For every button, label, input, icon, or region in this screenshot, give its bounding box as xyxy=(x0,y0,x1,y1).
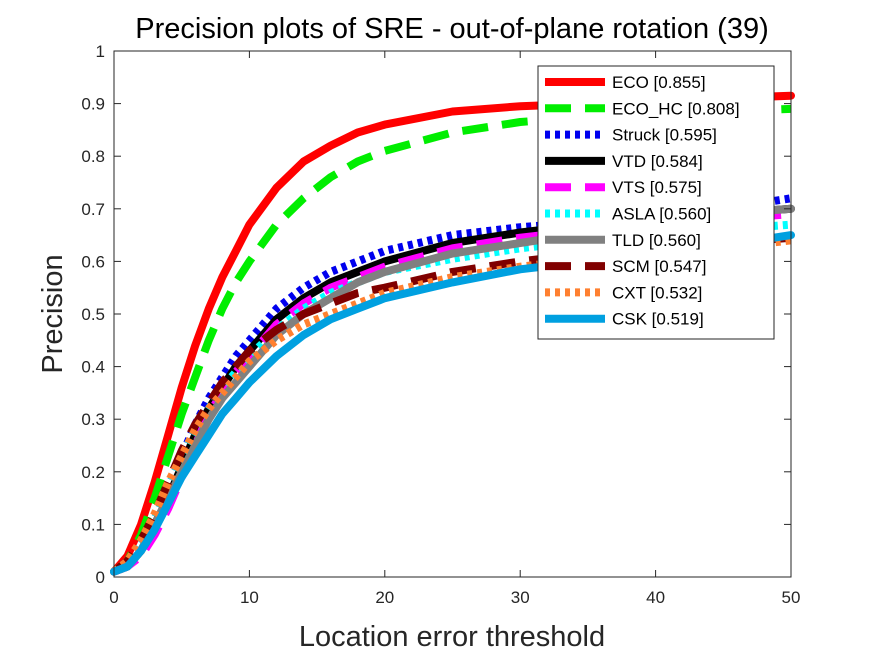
x-tick-label: 30 xyxy=(511,588,530,607)
y-tick-label: 0.8 xyxy=(81,147,105,166)
legend: ECO [0.855] ECO_HC [0.808] Struck [0.595] V… xyxy=(537,65,775,340)
legend-entry: CXT [0.532] xyxy=(612,283,702,302)
x-tick-label: 50 xyxy=(782,588,801,607)
legend-entry: VTS [0.575] xyxy=(612,178,702,197)
legend-entry: CSK [0.519] xyxy=(612,310,704,329)
y-tick-label: 1 xyxy=(96,42,105,61)
legend-entry: VTD [0.584] xyxy=(612,152,703,171)
axes xyxy=(113,50,792,578)
y-tick-label: 0.1 xyxy=(81,515,105,534)
y-tick-label: 0.7 xyxy=(81,200,105,219)
chart-title: Precision plots of SRE - out-of-plane ro… xyxy=(135,13,768,45)
y-tick-label: 0.3 xyxy=(81,410,105,429)
tick-labels: 0 10 20 30 40 50 0 0.1 0.2 0.3 0.4 0.5 0.6 0.7 0.8 0.9 1 xyxy=(81,42,800,607)
series-line-5 xyxy=(112,210,792,576)
legend-entry: SCM [0.547] xyxy=(612,257,707,276)
x-tick-label: 10 xyxy=(240,588,259,607)
legend-entry: ECO_HC [0.808] xyxy=(612,99,740,118)
x-tick-label: 40 xyxy=(646,588,665,607)
y-tick-label: 0.2 xyxy=(81,463,105,482)
x-axis-label: Location error threshold xyxy=(299,621,605,653)
legend-entry: TLD [0.560] xyxy=(612,231,701,250)
y-tick-label: 0.9 xyxy=(81,95,105,114)
y-tick-label: 0 xyxy=(96,568,105,587)
y-tick-label: 0.4 xyxy=(81,358,105,377)
y-tick-label: 0.6 xyxy=(81,252,105,271)
legend-entry: ECO [0.855] xyxy=(612,73,706,92)
legend-entry: ASLA [0.560] xyxy=(612,205,711,224)
y-axis-label: Precision xyxy=(37,254,69,373)
x-tick-label: 0 xyxy=(109,588,118,607)
y-tick-label: 0.5 xyxy=(81,305,105,324)
legend-entry: Struck [0.595] xyxy=(612,126,717,145)
x-tick-label: 20 xyxy=(375,588,394,607)
